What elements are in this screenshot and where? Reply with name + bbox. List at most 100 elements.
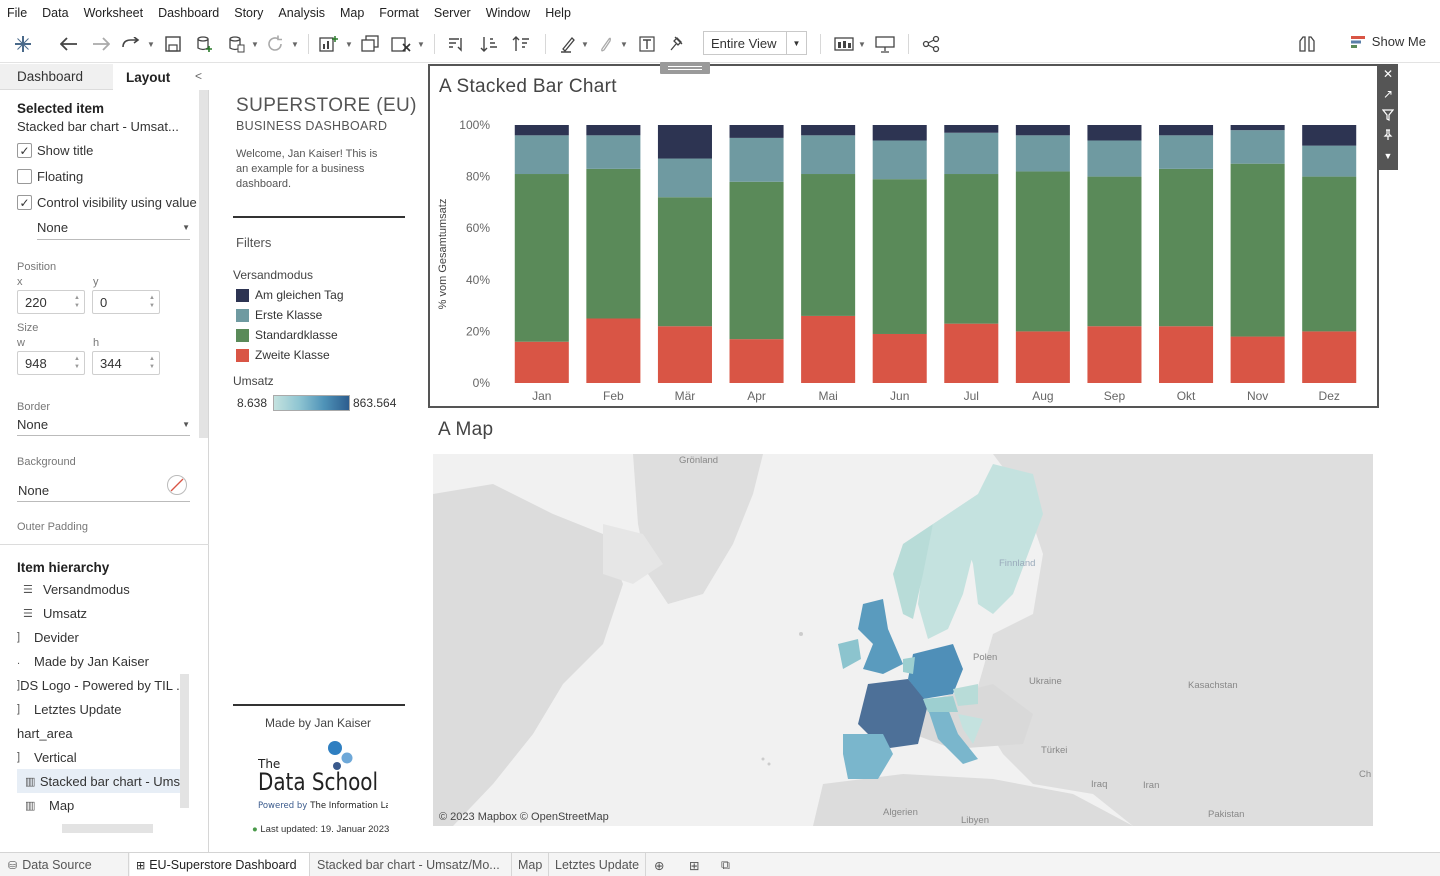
stacked-bar-chart-zone[interactable]: A Stacked Bar Chart 0% 20% 40% 60% 80% 100% % … xyxy=(428,64,1379,408)
data-school-logo[interactable]: The Data School Powered by The Informatio… xyxy=(257,738,396,816)
visibility-value-dropdown[interactable]: None ▼ xyxy=(37,220,190,240)
bar-segment[interactable] xyxy=(801,315,856,383)
show-cards-dropdown-icon[interactable]: ▼ xyxy=(858,39,866,49)
replay-dropdown-icon[interactable]: ▼ xyxy=(147,39,155,49)
refresh-icon[interactable] xyxy=(264,33,286,55)
bar-segment[interactable] xyxy=(801,135,856,175)
bar-segment[interactable] xyxy=(944,132,999,175)
legend-item-erste-klasse[interactable]: Erste Klasse xyxy=(236,307,322,323)
bar-segment[interactable] xyxy=(514,135,569,175)
bar-segment[interactable] xyxy=(1302,331,1357,383)
swap-axes-icon[interactable] xyxy=(445,33,467,55)
tab-dashboard[interactable]: Dashboard xyxy=(0,64,113,90)
hierarchy-item-map[interactable]: ▥ Map xyxy=(17,793,180,817)
iberia-shape[interactable] xyxy=(843,734,893,779)
menu-help[interactable]: Help xyxy=(545,5,571,20)
bar-segment[interactable] xyxy=(657,326,712,383)
layout-scrollbar[interactable] xyxy=(199,90,208,438)
bar-segment[interactable] xyxy=(514,125,569,136)
group-members-icon[interactable] xyxy=(594,33,616,55)
width-input[interactable]: 948 ▲ ▼ xyxy=(17,351,85,375)
bar-segment[interactable] xyxy=(1015,171,1070,332)
tab-data-source[interactable]: ⛁ Data Source xyxy=(0,853,129,876)
collapse-pane-icon[interactable]: < xyxy=(194,69,202,83)
bar-segment[interactable] xyxy=(1302,145,1357,177)
bar-segment[interactable] xyxy=(944,174,999,324)
bar-segment[interactable] xyxy=(1230,125,1285,131)
tab-map[interactable]: Map xyxy=(512,853,549,876)
menu-map[interactable]: Map xyxy=(339,5,365,20)
bar-segment[interactable] xyxy=(1302,125,1357,146)
bar-segment[interactable] xyxy=(801,125,856,136)
share-icon[interactable] xyxy=(920,33,942,55)
hierarchy-item-letztes-update[interactable]: ] Letztes Update xyxy=(13,697,180,721)
bar-segment[interactable] xyxy=(514,341,569,383)
central-europe-shape[interactable] xyxy=(953,684,978,706)
menu-analysis[interactable]: Analysis xyxy=(278,5,325,20)
bar-segment[interactable] xyxy=(872,333,927,383)
bar-segment[interactable] xyxy=(1015,125,1070,136)
alps-shape[interactable] xyxy=(923,696,958,712)
show-mark-labels-icon[interactable] xyxy=(636,33,658,55)
hierarchy-item-devider[interactable]: ] Devider xyxy=(13,625,185,649)
new-worksheet-tab-icon[interactable]: ⊕ xyxy=(654,858,665,873)
menu-worksheet[interactable]: Worksheet xyxy=(83,5,144,20)
hierarchy-item-vertical[interactable]: ] Vertical xyxy=(13,745,180,769)
pin-icon[interactable] xyxy=(1378,125,1398,145)
background-dropdown[interactable]: None xyxy=(17,475,190,502)
hierarchy-scrollbar[interactable] xyxy=(180,674,189,808)
stepper-icon[interactable]: ▲ ▼ xyxy=(74,356,80,370)
more-options-icon[interactable]: ▼ xyxy=(1383,151,1393,161)
bar-segment[interactable] xyxy=(729,339,784,383)
bar-segment[interactable] xyxy=(1159,135,1214,169)
show-cards-icon[interactable] xyxy=(833,33,855,55)
hierarchy-item-ds-logo[interactable]: ] DS Logo - Powered by TIL ... xyxy=(13,673,180,697)
bar-segment[interactable] xyxy=(1159,168,1214,327)
bar-segment[interactable] xyxy=(1230,336,1285,383)
hierarchy-item-versandmodus[interactable]: ☰ Versandmodus xyxy=(17,577,189,601)
highlight-dropdown-icon[interactable]: ▼ xyxy=(581,39,589,49)
bar-segment[interactable] xyxy=(1230,163,1285,337)
hierarchy-item-made-by[interactable]: . Made by Jan Kaiser xyxy=(13,649,185,673)
germany-shape[interactable] xyxy=(908,644,963,699)
drag-handle-icon[interactable] xyxy=(660,62,710,74)
bar-segment[interactable] xyxy=(586,135,641,169)
menu-data[interactable]: Data xyxy=(42,5,69,20)
new-dashboard-tab-icon[interactable]: ⊞ xyxy=(689,858,700,873)
bar-segment[interactable] xyxy=(1015,135,1070,172)
clear-sheet-icon[interactable] xyxy=(390,33,412,55)
stepper-icon[interactable]: ▲ ▼ xyxy=(149,356,155,370)
legend-item-standardklasse[interactable]: Standardklasse xyxy=(236,327,338,343)
save-icon[interactable] xyxy=(162,33,184,55)
undo-icon[interactable] xyxy=(58,33,80,55)
benelux-shape[interactable] xyxy=(903,657,915,674)
sweden-shape[interactable] xyxy=(918,494,978,639)
tab-letztes-update[interactable]: Letztes Update xyxy=(549,853,646,876)
pause-dropdown-icon[interactable]: ▼ xyxy=(251,39,259,49)
uk-shape[interactable] xyxy=(858,599,903,674)
bar-segment[interactable] xyxy=(1087,326,1142,383)
sort-ascending-icon[interactable] xyxy=(478,33,500,55)
norway-shape[interactable] xyxy=(893,524,933,619)
bar-segment[interactable] xyxy=(1015,331,1070,383)
menu-format[interactable]: Format xyxy=(379,5,419,20)
legend-item-zweite-klasse[interactable]: Zweite Klasse xyxy=(236,347,330,363)
bar-segment[interactable] xyxy=(872,179,927,334)
tab-layout[interactable]: Layout xyxy=(113,64,209,90)
hierarchy-horizontal-scrollbar[interactable] xyxy=(62,824,153,833)
bar-segment[interactable] xyxy=(729,137,784,182)
bar-segment[interactable] xyxy=(801,174,856,316)
binoculars-icon[interactable] xyxy=(1296,33,1318,55)
bar-segment[interactable] xyxy=(1230,130,1285,164)
pause-updates-icon[interactable] xyxy=(225,33,247,55)
highlight-icon[interactable] xyxy=(557,33,579,55)
bar-segment[interactable] xyxy=(657,158,712,198)
bar-segment[interactable] xyxy=(586,168,641,319)
bar-segment[interactable] xyxy=(944,323,999,383)
remove-icon[interactable]: ✕ xyxy=(1382,67,1394,81)
ireland-shape[interactable] xyxy=(838,639,861,669)
replay-icon[interactable] xyxy=(120,33,142,55)
sort-descending-icon[interactable] xyxy=(510,33,532,55)
no-color-icon[interactable] xyxy=(166,474,188,496)
height-input[interactable]: 344 ▲ ▼ xyxy=(92,351,160,375)
